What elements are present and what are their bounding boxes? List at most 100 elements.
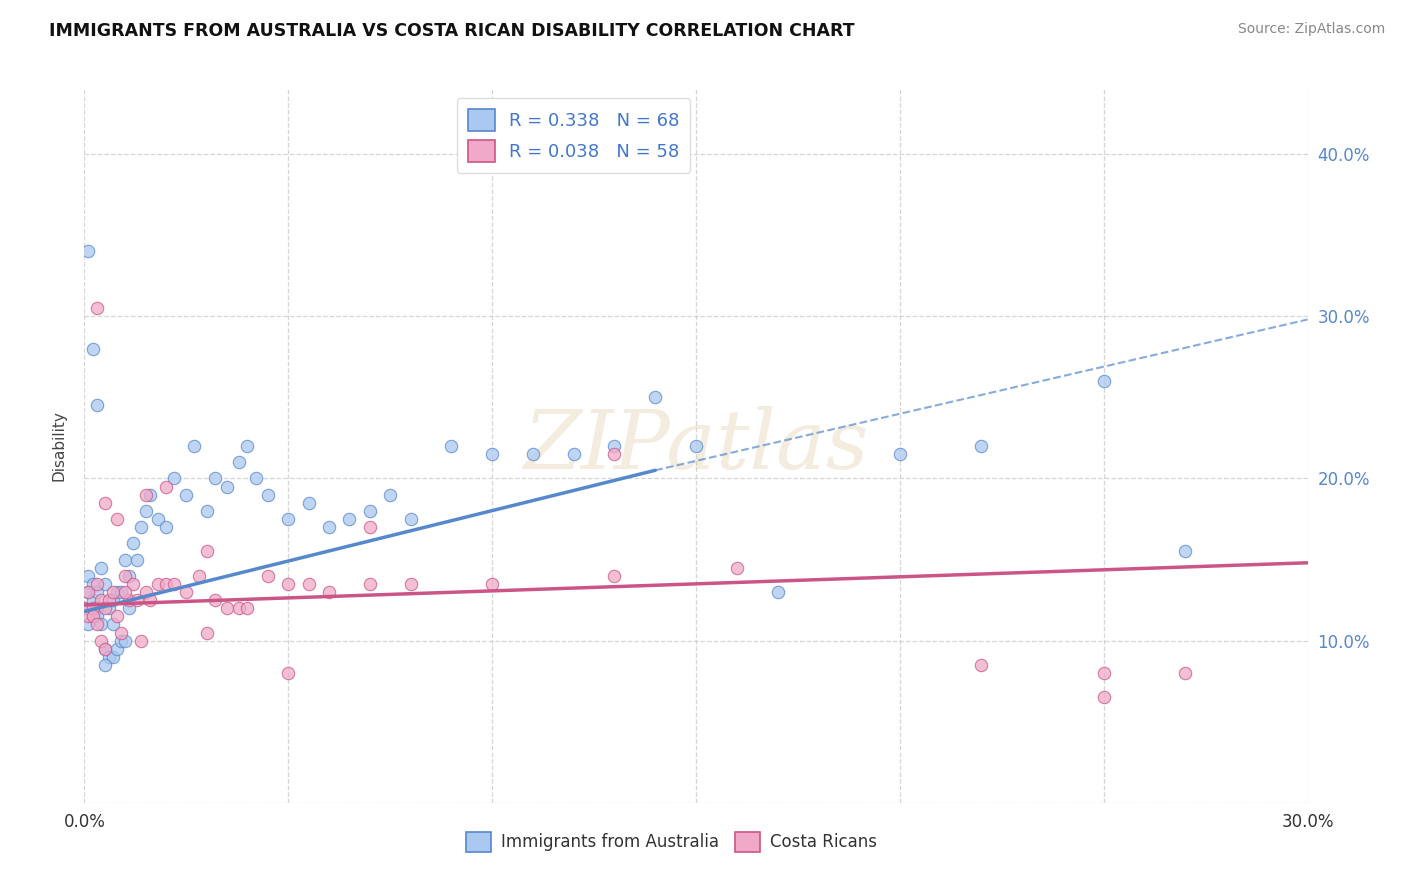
Point	[146, 577, 169, 591]
Point	[257, 488, 280, 502]
Point	[138, 593, 160, 607]
Point	[93, 641, 115, 656]
Point	[97, 593, 120, 607]
Point	[101, 649, 124, 664]
Point	[257, 568, 280, 582]
Point	[155, 479, 177, 493]
Point	[183, 439, 205, 453]
Y-axis label: Disability: Disability	[51, 410, 66, 482]
Point	[1092, 374, 1115, 388]
Point	[685, 439, 707, 453]
Point	[481, 577, 503, 591]
Point	[380, 488, 402, 502]
Point	[603, 447, 626, 461]
Point	[644, 390, 666, 404]
Point	[174, 585, 197, 599]
Point	[122, 536, 145, 550]
Point	[82, 609, 104, 624]
Point	[725, 560, 748, 574]
Point	[105, 641, 128, 656]
Point	[77, 585, 100, 599]
Point	[399, 512, 422, 526]
Point	[86, 585, 108, 599]
Point	[105, 609, 128, 624]
Point	[131, 633, 153, 648]
Point	[77, 617, 100, 632]
Point	[73, 601, 96, 615]
Point	[204, 471, 226, 485]
Point	[90, 560, 112, 574]
Point	[1174, 544, 1197, 558]
Point	[217, 601, 239, 615]
Point	[118, 601, 141, 615]
Point	[522, 447, 544, 461]
Point	[101, 593, 124, 607]
Point	[77, 609, 100, 624]
Point	[93, 601, 115, 615]
Point	[228, 455, 250, 469]
Point	[118, 593, 141, 607]
Point	[195, 544, 218, 558]
Point	[131, 520, 153, 534]
Point	[135, 488, 157, 502]
Point	[86, 301, 108, 315]
Point	[82, 593, 104, 607]
Point	[86, 609, 108, 624]
Point	[93, 577, 115, 591]
Point	[135, 585, 157, 599]
Point	[155, 520, 177, 534]
Point	[93, 657, 115, 672]
Point	[110, 625, 132, 640]
Point	[82, 577, 104, 591]
Point	[318, 585, 340, 599]
Point	[82, 609, 104, 624]
Legend: Immigrants from Australia, Costa Ricans: Immigrants from Australia, Costa Ricans	[458, 825, 884, 859]
Point	[195, 504, 218, 518]
Point	[1174, 666, 1197, 681]
Point	[318, 520, 340, 534]
Point	[163, 471, 186, 485]
Point	[359, 504, 381, 518]
Point	[135, 504, 157, 518]
Point	[77, 585, 100, 599]
Point	[82, 601, 104, 615]
Point	[228, 601, 250, 615]
Point	[138, 488, 160, 502]
Point	[1092, 690, 1115, 705]
Point	[82, 342, 104, 356]
Text: IMMIGRANTS FROM AUSTRALIA VS COSTA RICAN DISABILITY CORRELATION CHART: IMMIGRANTS FROM AUSTRALIA VS COSTA RICAN…	[49, 22, 855, 40]
Point	[110, 585, 132, 599]
Point	[114, 552, 136, 566]
Point	[77, 244, 100, 259]
Point	[97, 601, 120, 615]
Point	[114, 568, 136, 582]
Point	[146, 512, 169, 526]
Point	[73, 601, 96, 615]
Point	[122, 577, 145, 591]
Point	[236, 601, 259, 615]
Point	[277, 666, 299, 681]
Point	[481, 447, 503, 461]
Text: ZIPatlas: ZIPatlas	[523, 406, 869, 486]
Point	[399, 577, 422, 591]
Point	[86, 577, 108, 591]
Point	[127, 593, 149, 607]
Point	[114, 633, 136, 648]
Point	[127, 552, 149, 566]
Point	[277, 512, 299, 526]
Point	[277, 577, 299, 591]
Point	[155, 577, 177, 591]
Point	[970, 657, 993, 672]
Point	[101, 617, 124, 632]
Point	[86, 601, 108, 615]
Point	[90, 633, 112, 648]
Point	[298, 496, 321, 510]
Point	[236, 439, 259, 453]
Point	[86, 399, 108, 413]
Point	[93, 641, 115, 656]
Point	[766, 585, 789, 599]
Point	[90, 593, 112, 607]
Point	[90, 617, 112, 632]
Point	[110, 633, 132, 648]
Point	[970, 439, 993, 453]
